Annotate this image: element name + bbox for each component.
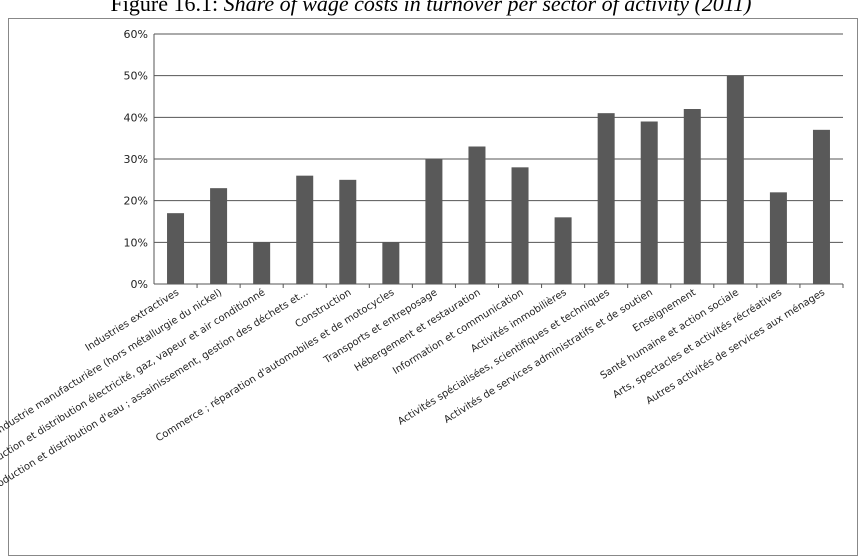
bar [382,242,400,284]
y-tick-label: 60% [124,28,148,41]
bar [769,192,787,284]
figure-label: Figure 16.1: [110,0,219,16]
y-tick-label: 20% [124,195,148,208]
y-tick-label: 0% [131,278,148,291]
bar [511,167,529,284]
bar [812,129,830,284]
bar [167,213,185,284]
bar [554,217,572,284]
bar [683,109,701,284]
y-tick-label: 10% [124,236,148,249]
bar [425,159,443,284]
bar [339,179,357,284]
figure-title: Share of wage costs in turnover per sect… [223,0,752,16]
bar [210,188,228,284]
chart-frame [8,18,858,556]
y-tick-label: 40% [124,111,148,124]
bar [726,75,744,285]
y-tick-label: 50% [124,70,148,83]
bar [597,113,615,285]
figure-caption: Figure 16.1: Share of wage costs in turn… [0,0,862,17]
bar [296,175,314,284]
bar [640,121,658,284]
y-tick-label: 30% [124,153,148,166]
bar [253,242,271,284]
x-tick-label: Production et distribution d'eau ; assai… [0,286,310,494]
bar [468,146,486,284]
